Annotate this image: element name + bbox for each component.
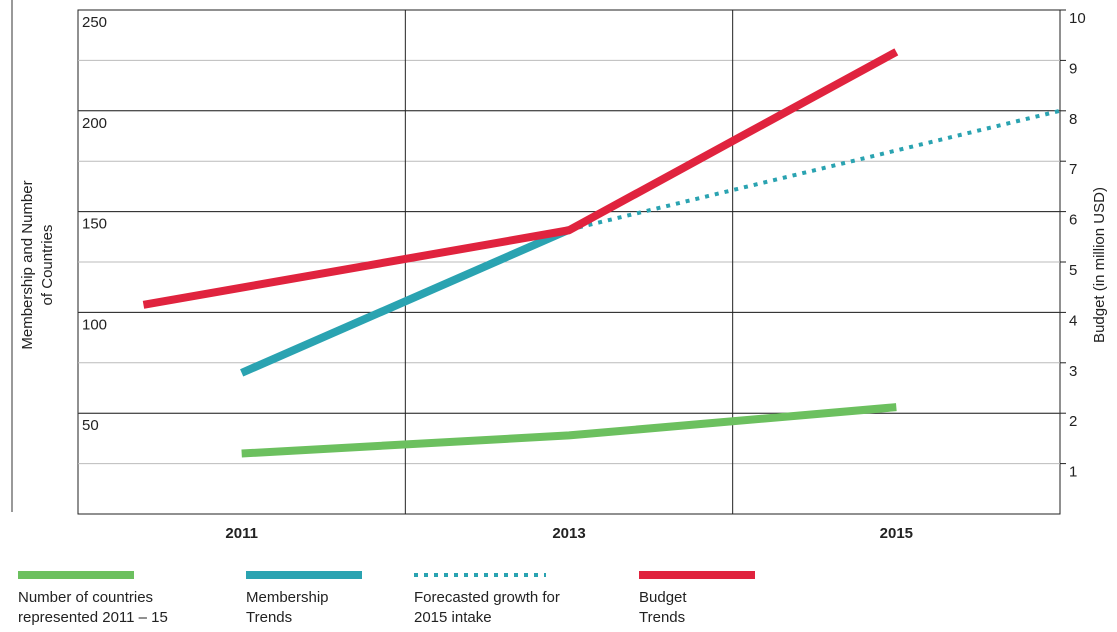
forecast-line	[568, 108, 1061, 232]
legend-label: Forecasted growth for 2015 intake	[414, 589, 560, 626]
y2-tick-label: 10	[1069, 10, 1086, 27]
y2-tick-label: 5	[1069, 262, 1077, 279]
y2-tick-label: 1	[1069, 464, 1077, 481]
legend-label: Membership Trends	[246, 589, 329, 626]
series-line	[241, 403, 897, 458]
x-tick-label: 2013	[552, 525, 585, 542]
y2-tick-label: 2	[1069, 413, 1077, 430]
legend-label: Number of countries represented 2011 – 1…	[18, 589, 168, 626]
y-tick-label: 150	[82, 216, 107, 233]
x-tick-label: 2015	[880, 525, 913, 542]
y-tick-label: 50	[82, 417, 99, 434]
series-line	[142, 48, 899, 309]
y-tick-label: 200	[82, 115, 107, 132]
x-tick-label: 2011	[225, 525, 258, 542]
y-axis-title: Membership and Number of Countries	[19, 180, 56, 349]
y2-tick-label: 4	[1069, 312, 1077, 329]
y2-tick-label: 6	[1069, 212, 1077, 229]
series-line	[240, 226, 571, 377]
y2-axis-title: Budget (in million USD)	[1091, 187, 1108, 343]
y2-tick-label: 8	[1069, 111, 1077, 128]
y2-tick-label: 7	[1069, 161, 1077, 178]
legend-label: Budget Trends	[639, 589, 687, 626]
y2-tick-label: 9	[1069, 60, 1077, 77]
y-tick-label: 250	[82, 14, 107, 31]
y2-tick-label: 3	[1069, 363, 1077, 380]
y-tick-label: 100	[82, 316, 107, 333]
